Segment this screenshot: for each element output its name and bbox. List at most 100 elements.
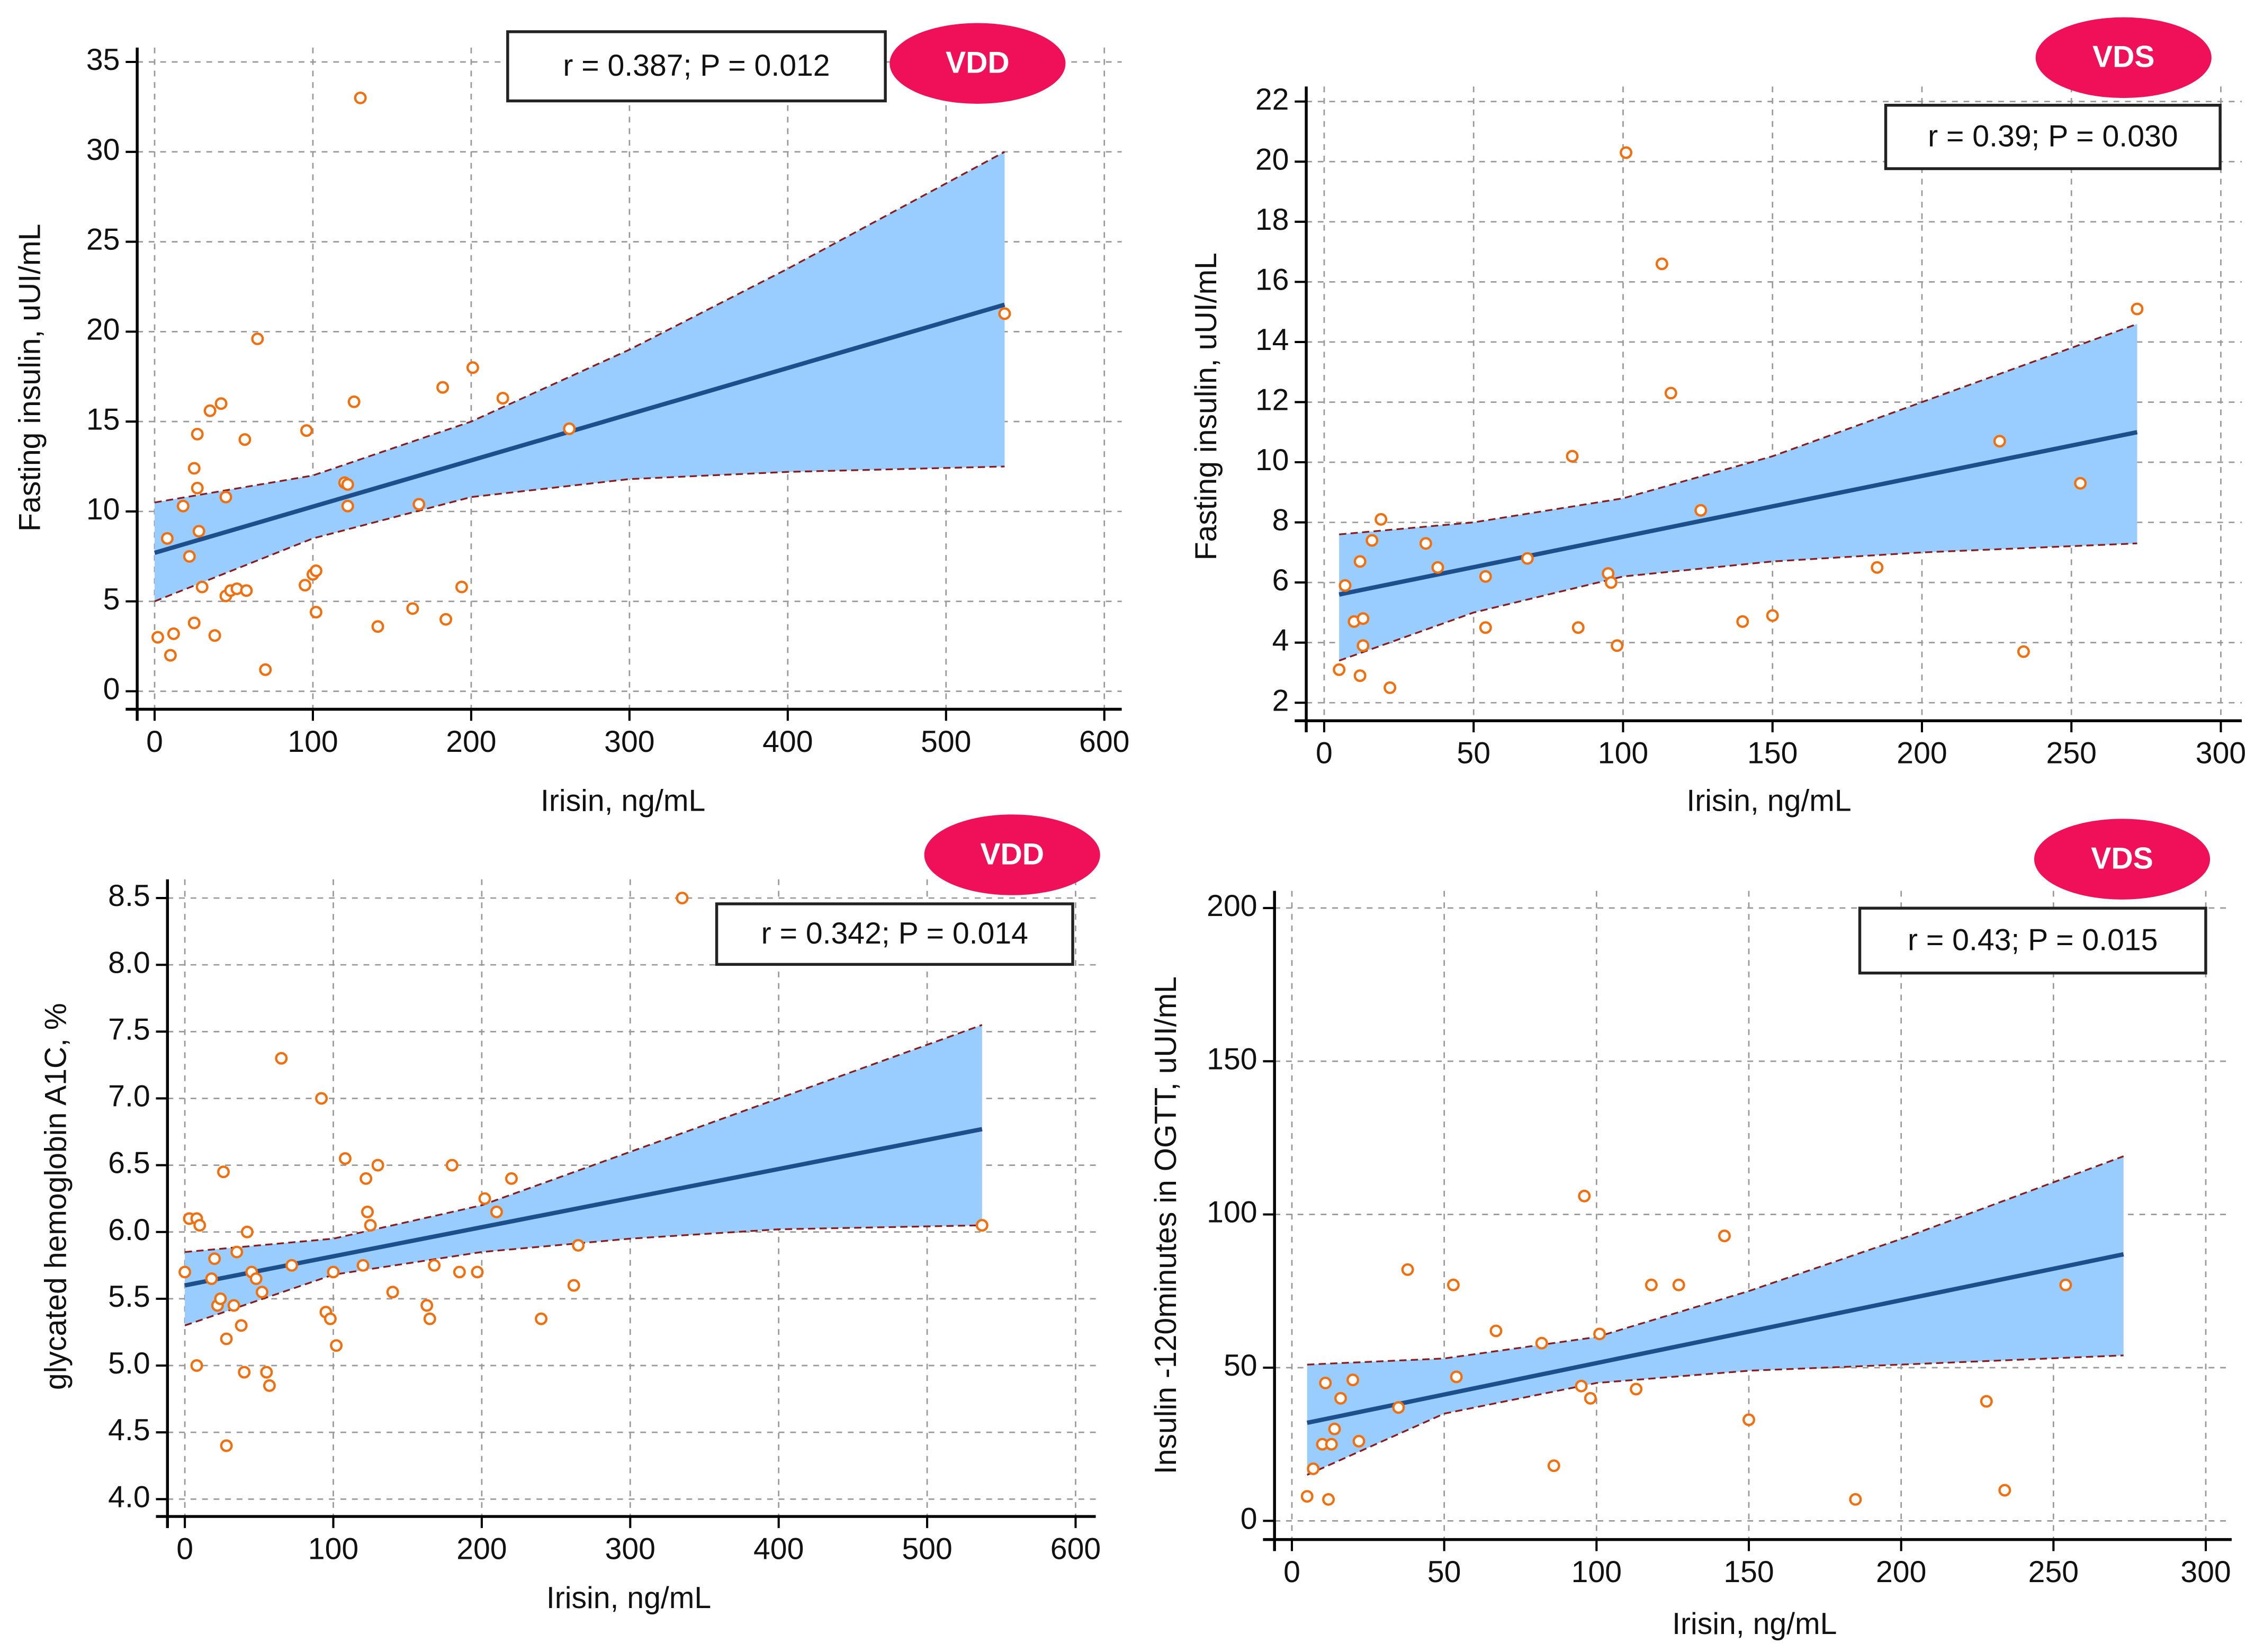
point: [219, 490, 232, 504]
annotation: r = 0.342; P = 0.014: [761, 917, 1028, 950]
y-tick-label: 200: [1207, 889, 1257, 923]
y-tick-label: 8: [1272, 504, 1289, 537]
point: [255, 1286, 268, 1299]
x-tick-label: 150: [1747, 737, 1798, 770]
point: [1383, 681, 1397, 694]
ci-lower: [1338, 542, 2137, 662]
y-axis-label: glycated hemoglobin A1C, %: [39, 1003, 73, 1390]
point: [195, 580, 209, 594]
point: [2017, 645, 2030, 658]
point: [1766, 609, 1779, 622]
point: [285, 1259, 298, 1272]
point: [1479, 621, 1492, 634]
x-axis-label: Irisin, ng/mL: [1672, 1607, 1837, 1641]
point: [478, 1192, 491, 1205]
point: [386, 1286, 399, 1299]
y-tick-label: 7.5: [108, 1012, 150, 1046]
y-tick-label: 5.0: [108, 1346, 150, 1380]
point: [371, 1159, 384, 1172]
x-axis-label: Irisin, ng/mL: [1686, 784, 1851, 818]
point: [1356, 639, 1370, 652]
y-axis-label: Fasting insulin, uUI/mL: [13, 224, 47, 532]
point: [164, 649, 177, 662]
point: [428, 1259, 441, 1272]
point: [1325, 1438, 1338, 1451]
panel: 0 50 100 150 200 0 50 100 150 200 250 300 r = 0.43; …: [1149, 819, 2232, 1641]
point: [205, 1272, 218, 1286]
point: [490, 1205, 503, 1218]
annotation-box: [1884, 104, 2222, 170]
point: [235, 1319, 248, 1332]
point: [1450, 1370, 1463, 1384]
y-tick-label: 6.5: [108, 1146, 150, 1180]
y-tick-label: 10: [1255, 443, 1289, 477]
panel: 4.0 4.5 5.0 5.5 6.0 6.5 7.0 7.5 8.0 8.5 0 100 200 300…: [39, 814, 1101, 1615]
point: [300, 424, 313, 437]
point: [1849, 1493, 1862, 1506]
x-tick-label: 100: [1598, 737, 1648, 770]
point: [193, 1219, 206, 1232]
point: [1993, 435, 2006, 448]
point: [496, 392, 509, 405]
point: [187, 462, 201, 475]
y-tick-label: 12: [1255, 383, 1289, 417]
x-tick-label: 250: [2046, 737, 2097, 770]
point: [203, 404, 217, 417]
point: [176, 499, 190, 513]
point: [1571, 621, 1585, 634]
point: [1401, 1263, 1414, 1276]
y-tick-label: 4: [1272, 624, 1289, 658]
x-tick-label: 200: [446, 725, 496, 759]
point: [2059, 1278, 2072, 1291]
point: [214, 1292, 227, 1305]
badge: [2035, 17, 2212, 98]
point: [364, 1219, 377, 1232]
x-tick-label: 200: [1897, 737, 1947, 770]
badge: [924, 814, 1100, 895]
x-tick-label: 400: [762, 725, 813, 759]
point: [998, 307, 1011, 320]
point: [275, 1052, 288, 1065]
point: [251, 332, 264, 345]
point: [1346, 1373, 1360, 1387]
point: [361, 1205, 374, 1218]
regression-line: [1306, 1252, 2124, 1425]
point: [1489, 1324, 1503, 1337]
y-tick-label: 20: [86, 312, 120, 346]
y-tick-label: 50: [1224, 1349, 1257, 1382]
annotation: r = 0.39; P = 0.030: [1928, 119, 2178, 153]
point: [167, 627, 180, 640]
point: [471, 1265, 484, 1279]
point: [347, 395, 361, 408]
x-tick-label: 500: [921, 725, 971, 759]
point: [151, 631, 164, 644]
point: [1664, 387, 1677, 400]
point: [1392, 1401, 1405, 1414]
point: [2074, 477, 2087, 490]
point: [341, 478, 354, 491]
y-tick-label: 22: [1255, 83, 1289, 116]
point: [190, 1359, 203, 1372]
point: [1575, 1379, 1588, 1393]
point: [354, 91, 367, 104]
point: [1547, 1459, 1560, 1473]
point: [192, 525, 205, 538]
y-axis-label: Insulin -120minutes in OGTT, uUI/mL: [1149, 976, 1183, 1474]
ci-upper: [1307, 1155, 2124, 1366]
point: [1980, 1395, 1993, 1408]
point: [1338, 579, 1352, 592]
point: [1300, 1490, 1314, 1503]
point: [1431, 561, 1444, 574]
point: [1328, 1422, 1341, 1435]
point: [1322, 1493, 1335, 1506]
x-tick-label: 300: [604, 725, 654, 759]
x-tick-label: 0: [176, 1532, 193, 1566]
y-tick-label: 18: [1255, 203, 1289, 237]
point: [208, 1252, 221, 1265]
point: [260, 1366, 273, 1379]
point: [1998, 1484, 2011, 1497]
point: [406, 602, 419, 615]
point: [1374, 513, 1388, 526]
point: [1593, 1327, 1606, 1341]
